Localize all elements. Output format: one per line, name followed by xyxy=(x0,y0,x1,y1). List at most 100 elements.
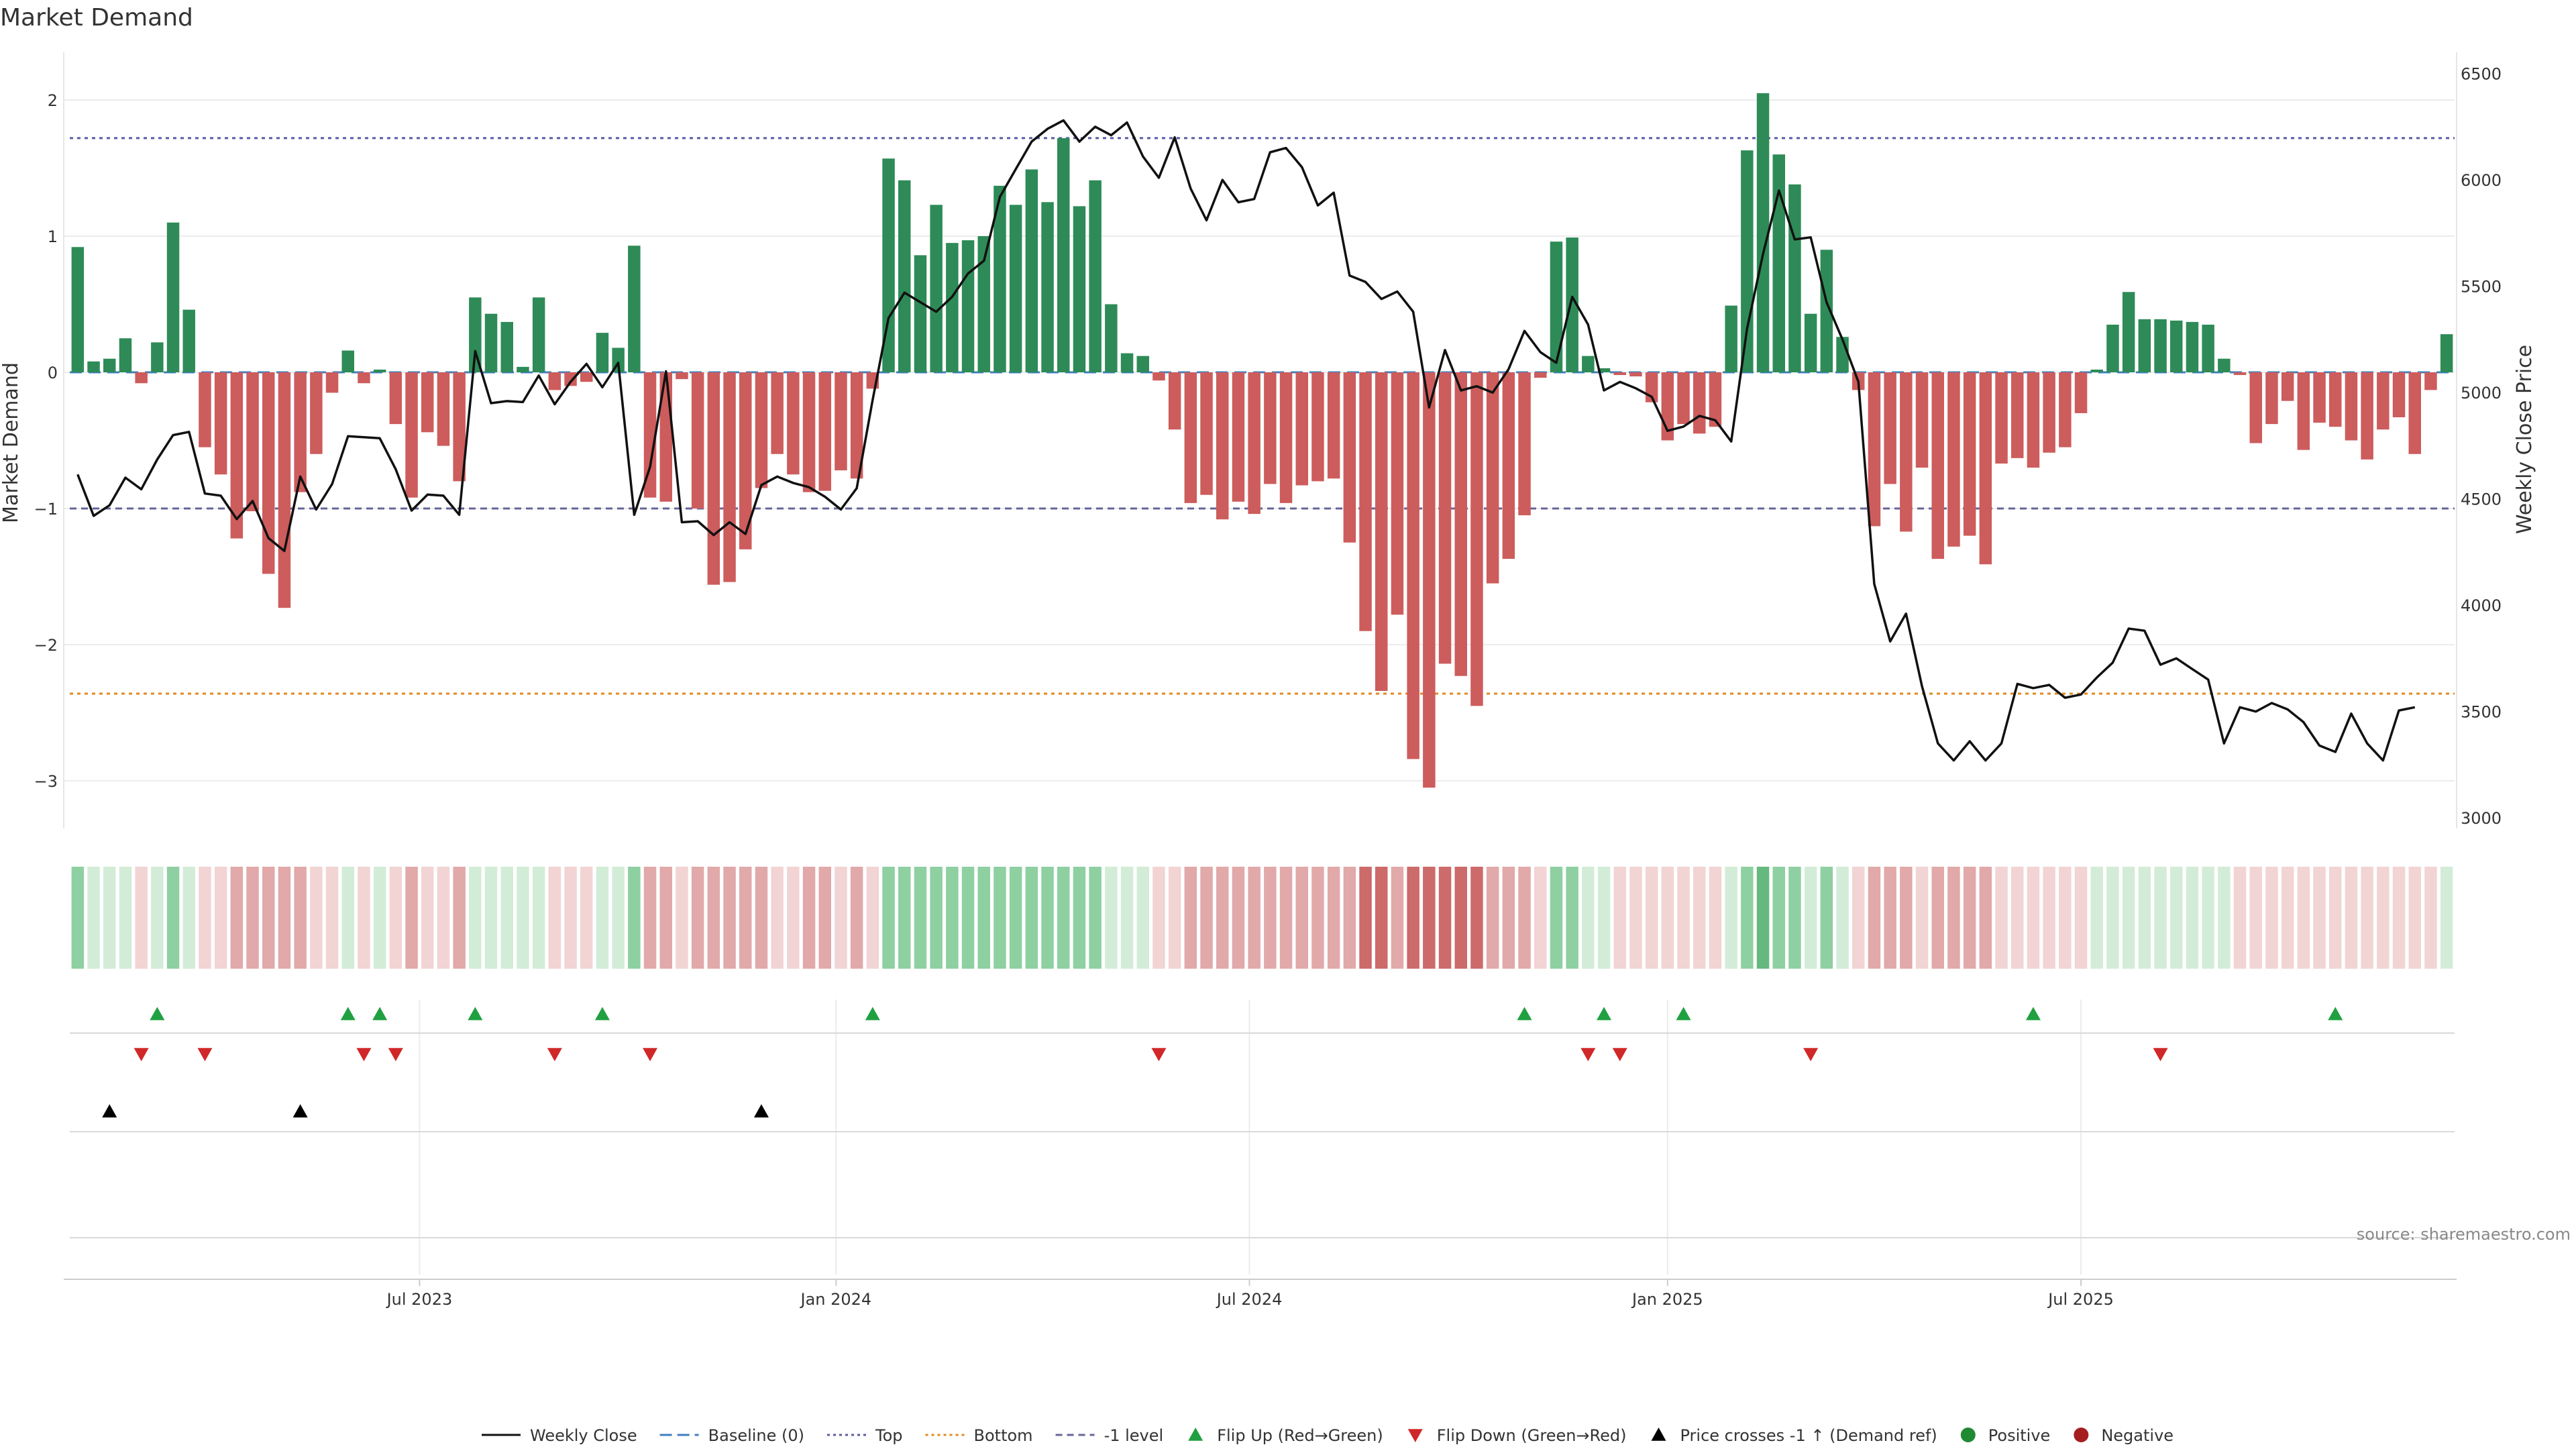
heat-cell xyxy=(2090,867,2103,969)
demand-bar xyxy=(437,372,450,446)
price-cross-marker xyxy=(292,1104,308,1118)
left-axis-ticks: 2 1 0 −1 −2 −3 xyxy=(34,91,58,791)
flip-up-marker xyxy=(1676,1007,1691,1020)
heat-cell xyxy=(2249,867,2262,969)
heat-cell xyxy=(469,867,482,969)
demand-bar xyxy=(2186,321,2199,373)
heat-cell xyxy=(2345,867,2358,969)
heat-cell xyxy=(1900,867,1913,969)
heat-cell xyxy=(1995,867,2008,969)
demand-bar xyxy=(2377,372,2390,430)
demand-bar xyxy=(1756,93,1770,373)
demand-bar xyxy=(914,255,927,373)
heat-cell xyxy=(119,867,132,969)
demand-bar xyxy=(596,333,609,373)
demand-bar xyxy=(341,350,354,373)
heat-cell xyxy=(1248,867,1260,969)
demand-bar xyxy=(182,309,195,373)
demand-bar xyxy=(787,372,800,475)
x-tick-label: Jul 2023 xyxy=(386,1290,453,1309)
demand-bar xyxy=(2249,372,2262,443)
heat-cell xyxy=(2424,867,2437,969)
right-tick-label: 3000 xyxy=(2461,809,2502,828)
flip-down-marker xyxy=(1803,1048,1819,1061)
heat-cell xyxy=(946,867,959,969)
flip-down-marker xyxy=(1151,1048,1167,1061)
demand-bars xyxy=(71,93,2453,788)
demand-bar xyxy=(1152,372,1165,381)
demand-bar xyxy=(850,372,863,479)
left-tick-label: 2 xyxy=(48,91,58,110)
heat-cell xyxy=(1677,867,1690,969)
flip-up-marker xyxy=(2025,1007,2041,1020)
right-tick-label: 6500 xyxy=(2461,65,2502,84)
heat-cell xyxy=(850,867,863,969)
heat-cell xyxy=(214,867,227,969)
heat-cell xyxy=(2170,867,2183,969)
demand-bar xyxy=(87,361,100,373)
demand-bar xyxy=(2202,324,2214,373)
heat-cell xyxy=(643,867,657,969)
heat-cell xyxy=(1518,867,1531,969)
demand-bar xyxy=(389,372,402,425)
heat-cell xyxy=(1089,867,1102,969)
demand-bar xyxy=(484,313,498,373)
demand-bar xyxy=(723,372,736,582)
demand-bar xyxy=(1168,372,1181,430)
heat-cell xyxy=(1788,867,1801,969)
flip-up-marker xyxy=(372,1007,388,1020)
heat-cell xyxy=(707,867,720,969)
demand-bar xyxy=(1184,372,1197,503)
heat-cell xyxy=(1327,867,1340,969)
weekly-close-series xyxy=(76,119,2416,762)
demand-bar xyxy=(1264,372,1277,484)
heat-cell xyxy=(2440,867,2453,969)
demand-bar xyxy=(1629,372,1642,377)
heat-cell xyxy=(2313,867,2326,969)
demand-bar xyxy=(2043,372,2055,453)
demand-bar xyxy=(1884,372,1896,484)
demand-bar xyxy=(2059,372,2072,447)
heat-cell xyxy=(612,867,625,969)
heat-cell xyxy=(517,867,529,969)
heat-cell xyxy=(1391,867,1404,969)
heat-cell xyxy=(1963,867,1976,969)
left-tick-label: 0 xyxy=(48,364,58,382)
heat-cell xyxy=(2043,867,2055,969)
demand-bar xyxy=(2218,358,2231,373)
heat-cell xyxy=(1741,867,1754,969)
heat-cell xyxy=(977,867,990,969)
demand-bar xyxy=(2074,372,2088,413)
heat-cell xyxy=(1502,867,1515,969)
heat-cell xyxy=(2011,867,2024,969)
demand-bar xyxy=(1741,150,1754,373)
heat-cell xyxy=(818,867,831,969)
heat-cell xyxy=(1041,867,1054,969)
heat-cell xyxy=(1009,867,1022,969)
demand-bar xyxy=(405,372,418,498)
demand-bar xyxy=(802,372,816,492)
price-cross-marker xyxy=(102,1104,117,1118)
heat-cell xyxy=(437,867,450,969)
demand-bar xyxy=(166,222,180,373)
flip-down-marker xyxy=(356,1048,372,1061)
weekly-close-line xyxy=(76,119,2416,762)
heat-cell xyxy=(1772,867,1785,969)
heat-cell xyxy=(739,867,752,969)
heat-cell xyxy=(405,867,418,969)
demand-bar xyxy=(643,372,657,498)
right-tick-label: 4000 xyxy=(2461,596,2502,615)
demand-bar xyxy=(119,338,132,373)
heat-cell xyxy=(755,867,768,969)
heat-cell xyxy=(564,867,577,969)
demand-bar xyxy=(961,240,975,373)
demand-bar xyxy=(1868,372,1881,527)
demand-bar xyxy=(676,372,688,380)
legend-swatch-negative xyxy=(2074,1428,2089,1442)
heat-cell xyxy=(1454,867,1467,969)
heat-cell xyxy=(1311,867,1324,969)
legend-label-negative: Negative xyxy=(2101,1426,2174,1445)
heat-cell xyxy=(2329,867,2342,969)
demand-bar xyxy=(1073,206,1086,373)
heat-cell xyxy=(2297,867,2310,969)
